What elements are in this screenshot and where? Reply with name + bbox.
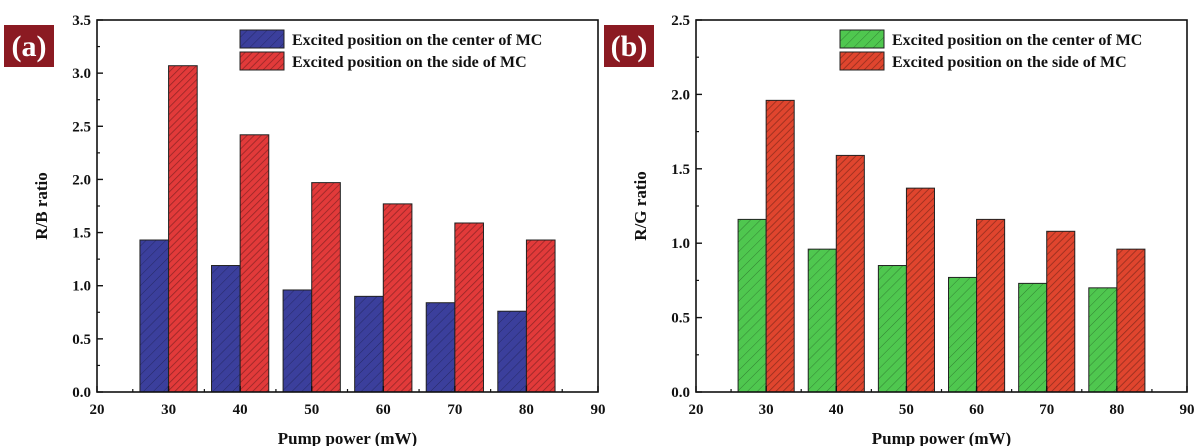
chart-panel-a: 20 30 40 50 60 70 80 90 0.0 0.5 1.0 1.5 2.0 2.5 3.0 3.5… (4, 13, 606, 446)
bar-side-60 (382, 203, 413, 393)
x-tick-label: 90 (591, 402, 606, 418)
x-tick-label: 80 (1109, 402, 1124, 418)
y-tick-label: 2.5 (72, 119, 91, 135)
y-tick-label: 3.0 (72, 66, 91, 82)
bar-center-80 (497, 310, 527, 393)
y-tick-label: 1.0 (72, 279, 91, 295)
y-axis-label: R/B ratio (32, 172, 51, 240)
x-axis-label: Pump power (mW) (872, 429, 1011, 446)
x-tick-label: 20 (90, 402, 105, 418)
bar-side-40 (835, 154, 865, 393)
bar-center-80 (1088, 287, 1118, 393)
x-tick-label: 50 (304, 402, 319, 418)
y-tick-label: 0.5 (671, 311, 690, 327)
x-axis-label: Pump power (mW) (278, 429, 417, 446)
y-tick-label: 3.5 (72, 13, 91, 29)
panel-badge (604, 25, 654, 67)
panel-badge (4, 25, 54, 67)
legend-entry-label: Excited position on the side of MC (892, 54, 1127, 71)
panel-label: (b) (611, 30, 648, 63)
legend-swatch (839, 51, 885, 71)
y-tick-label: 0.5 (72, 332, 91, 348)
bar-center-60 (354, 295, 384, 393)
x-tick-label: 90 (1180, 402, 1195, 418)
bar-side-50 (311, 182, 341, 393)
y-tick-label: 1.0 (671, 236, 690, 252)
bar-side-30 (765, 99, 795, 393)
legend-entry-label: Excited position on the side of MC (292, 54, 527, 71)
x-tick-label: 60 (969, 402, 984, 418)
x-tick-label: 50 (899, 402, 914, 418)
bar-center-30 (737, 218, 767, 393)
y-tick-label: 2.0 (671, 87, 690, 103)
bar-side-30 (168, 65, 198, 393)
legend-swatch (839, 29, 885, 49)
legend-swatch (239, 51, 285, 71)
x-tick-label: 70 (447, 402, 462, 418)
y-tick-label: 0.0 (72, 385, 91, 401)
legend-entry-label: Excited position on the center of MC (892, 32, 1142, 49)
bar-side-70 (1046, 230, 1076, 393)
bar-center-70 (1018, 282, 1048, 393)
y-tick-label: 2.5 (671, 13, 690, 29)
bar-center-50 (877, 265, 907, 393)
legend-swatch (239, 29, 285, 49)
y-tick-label: 0.0 (671, 385, 690, 401)
x-tick-label: 70 (1039, 402, 1054, 418)
y-axis-label: R/G ratio (631, 171, 650, 240)
bar-center-40 (807, 248, 837, 393)
x-tick-label: 80 (519, 402, 534, 418)
bar-center-60 (948, 276, 978, 393)
chart-panel-b: 20 30 40 50 60 70 80 90 0.0 0.5 1.0 1.5 2.0 2.5 Pump p… (604, 13, 1195, 446)
x-tick-label: 60 (376, 402, 391, 418)
x-tick-label: 40 (829, 402, 844, 418)
x-tick-label: 30 (759, 402, 774, 418)
bar-side-70 (454, 222, 484, 393)
y-tick-label: 2.0 (72, 172, 91, 188)
x-tick-label: 40 (233, 402, 248, 418)
bar-center-50 (282, 289, 313, 393)
x-tick-label: 30 (161, 402, 176, 418)
x-tick-label: 20 (689, 402, 704, 418)
bar-center-70 (425, 302, 456, 393)
bar-side-60 (976, 218, 1006, 393)
bar-center-40 (211, 265, 241, 393)
bar-side-40 (239, 134, 270, 393)
y-tick-label: 1.5 (72, 226, 91, 242)
bar-side-50 (905, 187, 935, 393)
bar-side-80 (525, 239, 556, 393)
bar-side-80 (1116, 248, 1146, 393)
bar-center-30 (139, 239, 170, 393)
legend-entry-label: Excited position on the center of MC (292, 32, 542, 49)
panel-label: (a) (12, 30, 47, 63)
y-tick-label: 1.5 (671, 162, 690, 178)
